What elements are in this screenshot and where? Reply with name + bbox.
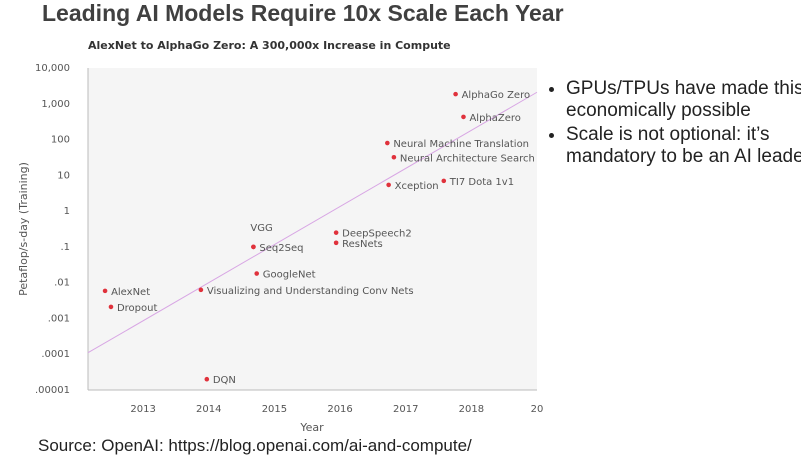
point-label: AlexNet xyxy=(111,287,150,298)
point-label: Neural Architecture Search xyxy=(400,153,535,164)
bullet: Scale is not optional: it’s mandatory to… xyxy=(566,124,801,168)
y-tick-label: .0001 xyxy=(41,349,70,360)
x-tick-label: 2013 xyxy=(130,404,155,415)
point xyxy=(108,304,114,310)
point xyxy=(333,240,339,246)
point xyxy=(386,182,391,188)
point-label: GoogleNet xyxy=(263,270,316,281)
y-tick-label: .001 xyxy=(48,313,70,324)
point-label: VGG xyxy=(250,223,272,234)
point xyxy=(461,114,466,120)
point xyxy=(453,91,458,97)
point-label: AlphaZero xyxy=(469,113,520,124)
point xyxy=(391,154,397,160)
y-tick-label: .01 xyxy=(54,278,70,289)
point xyxy=(333,230,339,235)
y-tick-label: 10 xyxy=(57,170,70,181)
point-label: Xception xyxy=(395,181,439,192)
point-label: ResNets xyxy=(342,239,383,250)
y-tick-label: 1,000 xyxy=(41,99,70,110)
x-tick-label: 2015 xyxy=(262,404,287,415)
point xyxy=(251,244,256,250)
point xyxy=(441,178,447,184)
x-tick-label: 2017 xyxy=(393,404,418,415)
y-axis-label: Petaflop/s-day (Training) xyxy=(17,162,30,296)
trend-line xyxy=(87,91,538,354)
point xyxy=(204,376,210,382)
x-tick-label: 2014 xyxy=(196,404,221,415)
point-label: Visualizing and Understanding Conv Nets xyxy=(207,286,414,297)
y-tick-label: 10,000 xyxy=(35,63,70,74)
point-label: DeepSpeech2 xyxy=(342,229,412,240)
chart-title: AlexNet to AlphaGo Zero: A 300,000x Incr… xyxy=(88,39,451,52)
point-label: Seq2Seq xyxy=(259,243,303,254)
y-tick-label: .00001 xyxy=(35,385,70,396)
bullet: GPUs/TPUs have made this economically po… xyxy=(566,78,801,122)
point xyxy=(102,288,108,294)
point-label: TI7 Dota 1v1 xyxy=(449,177,514,188)
point-label: DQN xyxy=(213,375,236,386)
point xyxy=(254,271,260,276)
point-label: AlphaGo Zero xyxy=(462,90,530,101)
slide-title: Leading AI Models Require 10x Scale Each… xyxy=(42,0,564,26)
point-label: Neural Machine Translation xyxy=(393,139,529,150)
x-tick-label: 20 xyxy=(531,404,544,415)
point xyxy=(385,140,390,146)
x-axis-label: Year xyxy=(299,421,324,434)
source-note: Source: OpenAI: https://blog.openai.com/… xyxy=(38,436,472,455)
y-tick-label: 100 xyxy=(51,135,70,146)
plot-area xyxy=(88,68,537,390)
point-label: Dropout xyxy=(117,303,158,314)
bullet-list: GPUs/TPUs have made this economically po… xyxy=(548,78,801,170)
point xyxy=(198,287,204,293)
x-tick-label: 2016 xyxy=(327,404,352,415)
y-tick-label: .1 xyxy=(60,242,70,253)
y-tick-label: 1 xyxy=(64,206,70,217)
x-tick-label: 2018 xyxy=(459,404,484,415)
